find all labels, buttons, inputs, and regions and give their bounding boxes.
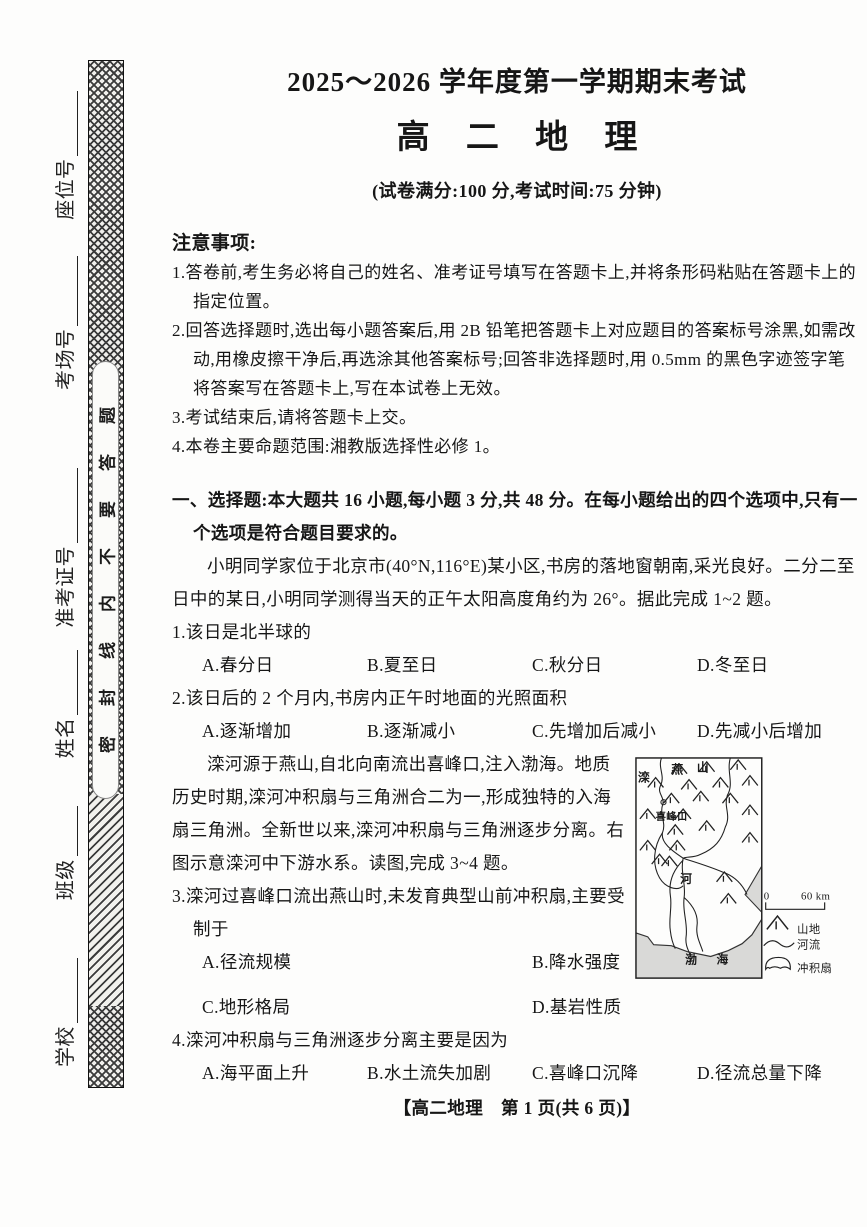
exam-content: 2025～2026 学年度第一学期期末考试 高 二 地 理 (试卷满分:100 … [172,52,862,1125]
luan-river-map-figure: 燕 山 滦 喜峰口 河 渤 海 0 60 km 山地 河流 [634,750,862,990]
stimulus-q1-q2: 小明同学家位于北京市(40°N,116°E)某小区,书房的落地窗朝南,采光良好。… [172,556,855,609]
seat-number-label: 座位号 [55,158,77,220]
notice-heading: 注意事项: [172,233,257,254]
admission-number-label: 准考证号 [55,545,77,628]
school-field: 学校 [49,958,78,1067]
question-1-options: A.春分日 B.夏至日 C.秋分日 D.冬至日 [172,649,862,682]
q1-option-a: A.春分日 [202,655,274,675]
question-2: 2.该日后的 2 个月内,书房内正午时地面的光照面积 [172,688,568,708]
seat-number-field: 座位号 [49,90,78,220]
class-blank-line [62,806,78,857]
question-3-options-row-1: A.径流规模 B.降水强度 [172,946,628,979]
q1-option-b: B.夏至日 [367,655,438,675]
notice-item-2: 2.回答选择题时,选出每小题答案后,用 2B 铅笔把答题卡上对应题目的答案标号涂… [172,321,856,398]
page-footer: 【高二地理 第 1 页(共 6 页)】 [393,1098,641,1118]
coastline [635,918,763,958]
section-1-heading: 一、选择题:本大题共 16 小题,每小题 3 分,共 48 分。在每小题给出的四… [172,490,858,543]
question-4-options: A.海平面上升 B.水土流失加剧 C.喜峰口沉降 D.径流总量下降 [172,1057,862,1090]
q2-option-b: B.逐渐减小 [367,721,456,741]
map-label-he: 河 [680,872,692,886]
admission-number-field: 准考证号 [49,467,78,628]
name-blank-line [62,649,78,715]
exam-room-label: 考场号 [55,328,77,390]
school-label: 学校 [55,1026,77,1067]
notice-item-1: 1.答卷前,考生务必将自己的姓名、准考证号填写在答题卡上,并将条形码粘贴在答题卡… [172,263,857,311]
river-lines [654,757,748,955]
q4-option-c: C.喜峰口沉降 [532,1063,639,1083]
subject-title: 高 二 地 理 [396,120,652,156]
q3-option-a: A.径流规模 [202,952,292,972]
q1-option-c: C.秋分日 [532,655,603,675]
scale-bar [765,902,826,910]
seal-warning-box: 密封线内不要答题 [92,361,119,799]
seal-strip-hatch-pattern [89,794,123,1006]
q1-option-d: D.冬至日 [697,655,769,675]
exam-meta: (试卷满分:100 分,考试时间:75 分钟) [372,181,662,201]
name-field: 姓名 [49,649,78,759]
map-frame [635,757,763,979]
coastline-wedge [744,865,763,913]
sea-wedge [745,866,762,913]
q2-option-c: C.先增加后减小 [532,721,657,741]
admission-number-blank-line [62,467,78,543]
mountain-symbols [639,759,759,905]
question-3-options-row-2: C.地形格局 D.基岩性质 [172,991,628,1024]
q3-option-c: C.地形格局 [202,997,291,1017]
map-label-shan: 山 [697,761,709,775]
q3-option-d: D.基岩性质 [532,997,622,1017]
notice-item-4: 4.本卷主要命题范围:湘教版选择性必修 1。 [172,437,501,456]
bohai-sea-area [635,919,762,979]
school-blank-line [62,958,78,1024]
question-4: 4.滦河冲积扇与三角洲逐步分离主要是因为 [172,1030,509,1050]
question-1: 1.该日是北半球的 [172,622,312,642]
map-label-yan: 燕 [671,763,683,777]
exam-room-blank-line [62,255,78,326]
legend-river-symbol [763,940,795,948]
question-3: 3.滦河过喜峰口流出燕山时,未发育典型山前冲积扇,主要受制于 [172,886,626,939]
exam-session-title: 2025～2026 学年度第一学期期末考试 [287,67,747,97]
notice-item-3: 3.考试结束后,请将答题卡上交。 [172,408,417,427]
seal-warning-text: 密封线内不要答题 [98,377,117,753]
legend-mountain-label: 山地 [797,923,820,936]
q2-option-a: A.逐渐增加 [202,721,292,741]
stimulus-q3-q4: 滦河源于燕山,自北向南流出喜峰口,注入渤海。地质历史时期,滦河冲积扇与三角洲合二… [172,754,625,873]
legend-river-label: 河流 [797,938,820,952]
q4-option-d: D.径流总量下降 [697,1063,823,1083]
q4-option-a: A.海平面上升 [202,1063,310,1083]
exam-room-field: 考场号 [49,255,78,390]
q3-option-b: B.降水强度 [532,952,621,972]
scale-zero: 0 [764,890,770,902]
xifengkou-marker [660,799,667,806]
map-label-luan: 滦 [638,771,650,785]
map-label-xifengkou: 喜峰口 [656,810,688,823]
legend-fan-label: 冲积扇 [797,961,832,975]
map-label-bo: 渤 [685,952,697,966]
question-2-options: A.逐渐增加 B.逐渐减小 C.先增加后减小 D.先减小后增加 [172,715,862,748]
seal-fill-in-labels: 学校 班级 姓名 准考证号 考场号 座位号 [42,87,78,1092]
class-field: 班级 [49,806,78,900]
scale-sixty: 60 km [801,890,830,902]
q4-option-b: B.水土流失加剧 [367,1063,492,1083]
seat-number-blank-line [62,90,78,156]
class-label: 班级 [55,859,77,901]
map-label-hai: 海 [717,952,729,966]
legend-fan-symbol [765,956,791,971]
legend-mountain-symbol [766,914,789,930]
binding-seal-strip: 密封线内不要答题 [88,60,124,1088]
luan-river-map: 燕 山 滦 喜峰口 河 渤 海 0 60 km 山地 河流 [635,757,832,979]
q2-option-d: D.先减小后增加 [697,721,823,741]
name-label: 姓名 [55,717,77,759]
